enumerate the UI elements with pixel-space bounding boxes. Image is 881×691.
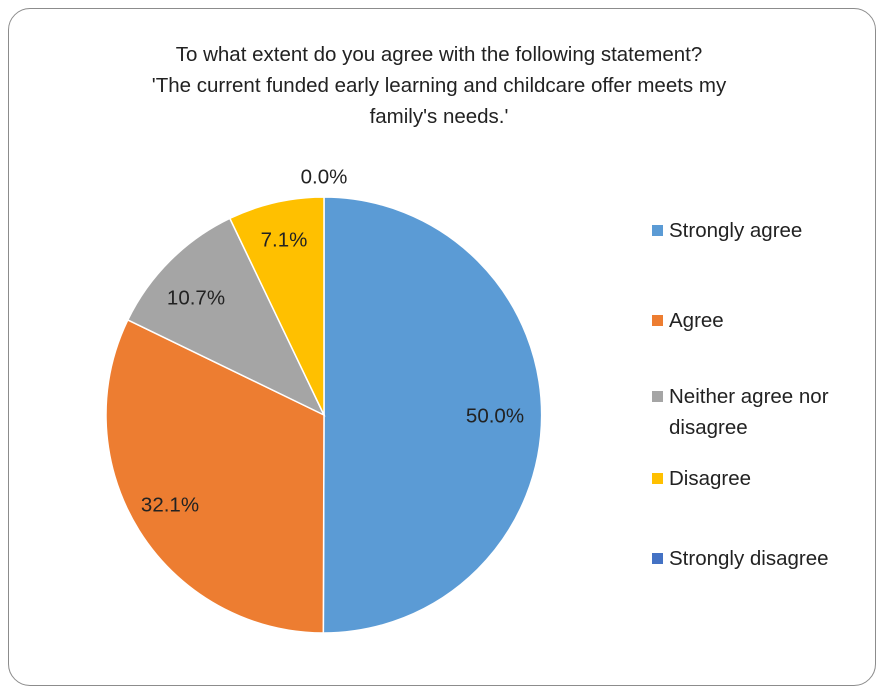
data-label-agree: 32.1%	[141, 493, 199, 516]
legend-item-neither: Neither agree nor disagree	[652, 381, 869, 443]
data-label-strongly-agree: 50.0%	[466, 404, 524, 427]
legend-label-neither: Neither agree nor disagree	[669, 385, 829, 439]
pie-slice-neither	[126, 217, 326, 417]
legend-label-agree: Agree	[669, 309, 724, 332]
legend-label-strongly-disagree: Strongly disagree	[669, 547, 829, 570]
legend-swatch-strongly-disagree	[652, 553, 663, 564]
data-label-strongly-disagree: 0.0%	[301, 165, 348, 188]
legend-swatch-strongly-agree	[652, 225, 663, 236]
legend-item-disagree: Disagree	[652, 463, 869, 494]
legend-swatch-neither	[652, 391, 663, 402]
data-label-neither: 10.7%	[167, 286, 225, 309]
legend-label-disagree: Disagree	[669, 467, 752, 490]
chart-title-line-2: 'The current funded early learning and c…	[151, 74, 727, 97]
legend-item-strongly-agree: Strongly agree	[652, 215, 869, 246]
pie-slice-disagree	[228, 196, 325, 416]
legend-label-strongly-agree: Strongly agree	[669, 219, 803, 242]
data-label-disagree: 7.1%	[261, 228, 308, 251]
legend-swatch-agree	[652, 315, 663, 326]
legend-item-agree: Agree	[652, 305, 869, 336]
chart-title-line-3: family's needs.'	[369, 105, 509, 128]
legend-swatch-disagree	[652, 473, 663, 484]
pie-slice-agree	[105, 318, 325, 634]
chart-title-line-1: To what extent do you agree with the fol…	[175, 43, 703, 66]
pie-slice-strongly-agree	[322, 196, 543, 634]
chart-title: To what extent do you agree with the fol…	[99, 39, 779, 132]
legend-item-strongly-disagree: Strongly disagree	[652, 543, 869, 574]
